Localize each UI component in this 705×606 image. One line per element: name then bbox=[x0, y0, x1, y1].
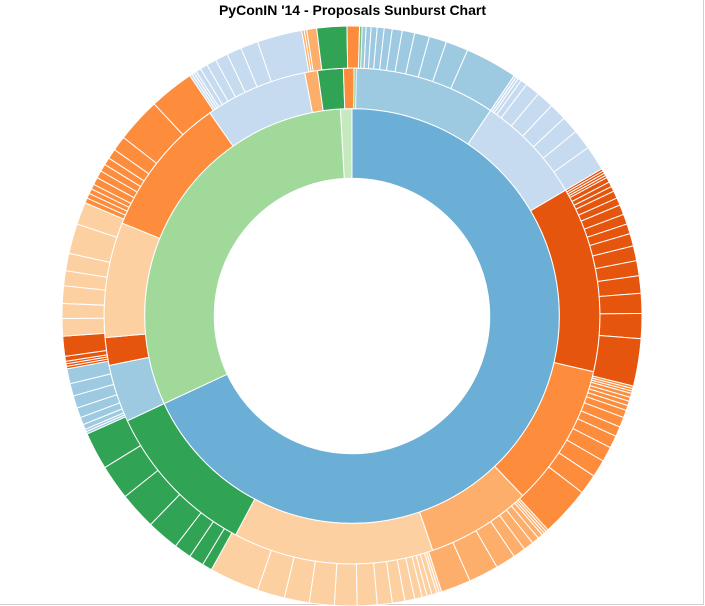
sunburst-segment-l3-77[interactable] bbox=[355, 562, 378, 606]
sunburst-segment-l3-40[interactable] bbox=[598, 292, 643, 315]
sunburst-segment-l2-15[interactable] bbox=[353, 67, 357, 110]
sunburst-segment-l3-135[interactable] bbox=[316, 25, 349, 71]
sunburst-segment-l3-136[interactable] bbox=[346, 25, 361, 69]
sunburst-segment-l3-103[interactable] bbox=[61, 317, 106, 337]
sunburst-segment-l2-14[interactable] bbox=[342, 67, 355, 110]
sunburst-rings bbox=[61, 25, 643, 606]
sunburst-segment-l3-78[interactable] bbox=[333, 562, 358, 606]
sunburst-segment-l3-41[interactable] bbox=[598, 312, 643, 340]
sunburst-segment-l3-104[interactable] bbox=[61, 302, 105, 320]
chart-title: PyConIN '14 - Proposals Sunburst Chart bbox=[218, 2, 487, 18]
sunburst-segment-l3-137[interactable] bbox=[357, 25, 363, 69]
